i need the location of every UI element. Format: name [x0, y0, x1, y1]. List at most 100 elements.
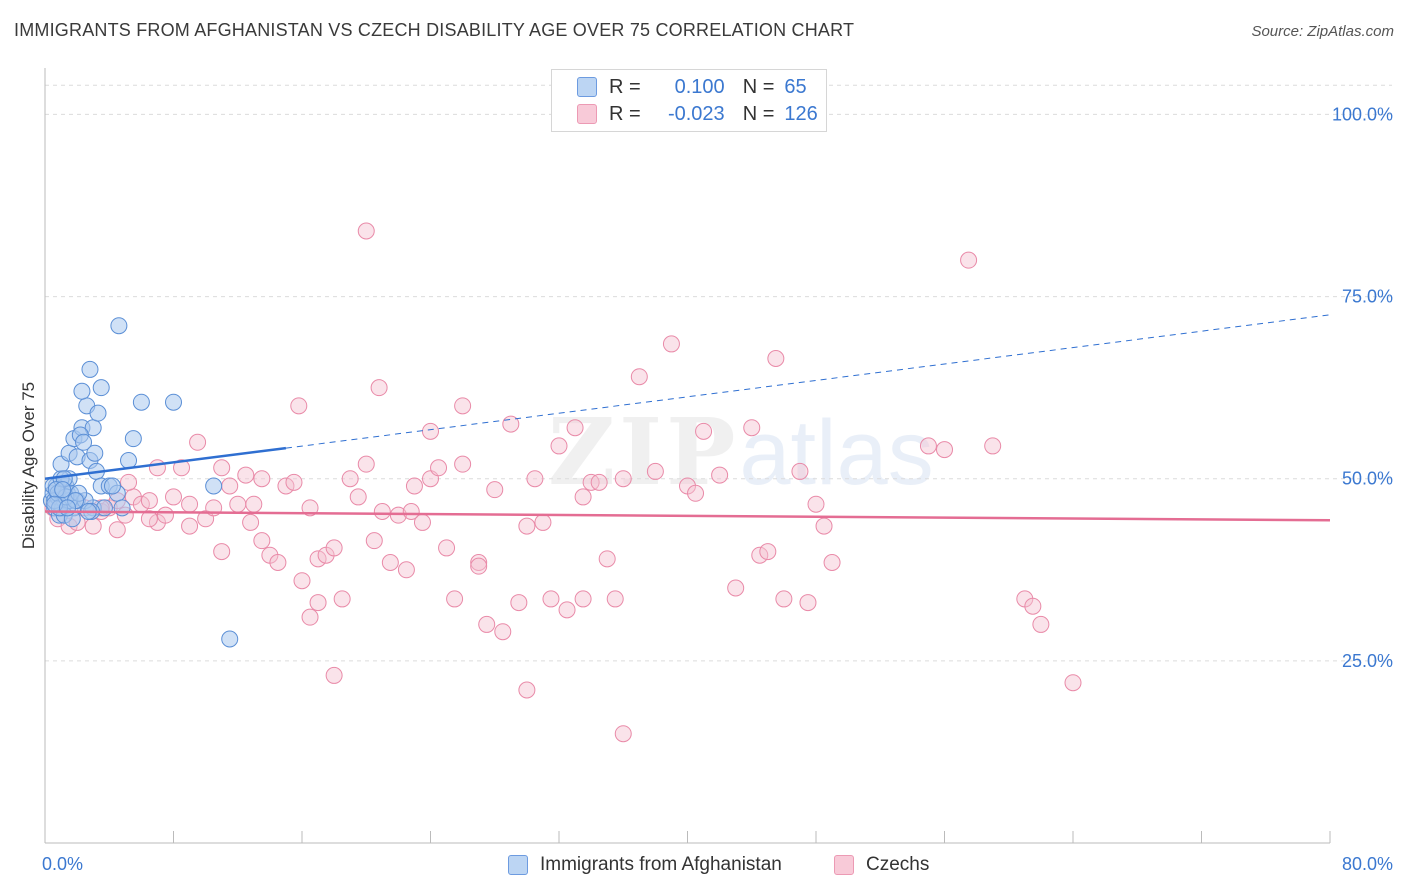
- czechs-point: [695, 422, 713, 440]
- czechs-point: [478, 615, 496, 633]
- czechs-point: [333, 590, 351, 608]
- czechs-point: [775, 590, 793, 608]
- czechs-point: [165, 488, 182, 506]
- czechs-point: [189, 433, 207, 451]
- legend-row-afghanistan: R = 0.100 N = 65: [577, 75, 807, 99]
- legend-r-value: 0.100: [674, 75, 725, 98]
- czechs-point: [213, 459, 231, 477]
- czechs-point: [242, 513, 260, 531]
- czechs-point: [402, 503, 420, 520]
- czechs-point: [293, 572, 311, 590]
- czechs-point: [269, 554, 287, 571]
- czechs-point: [743, 419, 761, 437]
- y-tick-label: 50.0%: [1342, 469, 1393, 489]
- czechs-point: [221, 477, 239, 495]
- czechs-point: [526, 470, 544, 488]
- afghanistan-trend-dashed: [285, 314, 1331, 449]
- czechs-point: [181, 517, 199, 535]
- czechs-point: [518, 681, 536, 699]
- legend-row-czechs: R = -0.023 N = 126: [577, 102, 818, 126]
- czechs-point: [614, 725, 632, 743]
- czechs-point: [341, 470, 359, 488]
- afghanistan-point: [86, 444, 104, 462]
- afghanistan-point: [132, 393, 150, 411]
- legend-n-label: N =: [742, 102, 775, 125]
- czechs-point: [727, 579, 745, 597]
- czechs-point: [253, 470, 271, 488]
- czechs-point: [84, 517, 102, 535]
- czechs-point: [550, 437, 568, 455]
- czechs-point: [438, 539, 456, 557]
- afghanistan-point: [120, 452, 138, 469]
- czechs-point: [751, 546, 769, 564]
- czechs-point: [370, 379, 388, 397]
- afghanistan-point: [92, 379, 110, 397]
- czechs-point: [277, 477, 295, 495]
- legend-r-label: R =: [609, 102, 641, 125]
- czechs-point: [357, 455, 375, 473]
- chart-title: IMMIGRANTS FROM AFGHANISTAN VS CZECH DIS…: [14, 20, 855, 40]
- czechs-point: [381, 554, 399, 571]
- czechs-point: [574, 590, 592, 608]
- czechs-point: [646, 462, 664, 480]
- legend-n-label: N =: [742, 75, 775, 98]
- afghanistan-point: [103, 477, 121, 495]
- watermark-atlas: atlas: [739, 402, 934, 504]
- bottom-legend-swatch-pink: [834, 855, 854, 875]
- czechs-point: [590, 473, 608, 491]
- y-tick-label: 100.0%: [1332, 104, 1393, 124]
- czechs-point: [156, 506, 174, 524]
- czechs-point: [791, 462, 809, 480]
- czechs-trend-line: [44, 510, 1331, 522]
- legend-n-value: 126: [784, 102, 818, 125]
- czechs-point: [759, 543, 777, 561]
- czechs-point: [301, 499, 319, 517]
- legend-swatch-blue: [577, 77, 597, 97]
- czechs-point: [1024, 597, 1042, 615]
- czechs-point: [494, 623, 512, 641]
- bottom-legend-swatch-blue: [508, 855, 528, 875]
- watermark-zip: ZIP: [548, 398, 740, 506]
- czechs-point: [984, 437, 1002, 455]
- czechs-point: [598, 550, 616, 568]
- czechs-point: [357, 222, 375, 240]
- czechs-point: [662, 335, 680, 353]
- czechs-point: [120, 473, 138, 491]
- y-axis-label: Disability Age Over 75: [19, 382, 38, 549]
- afghanistan-point: [110, 317, 128, 335]
- czechs-point: [936, 441, 953, 459]
- czechs-point: [422, 422, 439, 440]
- bottom-legend-afghanistan: Immigrants from Afghanistan: [508, 852, 782, 878]
- czechs-point: [510, 594, 528, 612]
- czechs-point: [290, 397, 308, 415]
- czechs-point: [108, 521, 126, 539]
- bottom-legend-czechs: Czechs: [834, 852, 929, 878]
- czechs-point: [711, 466, 729, 484]
- legend-swatch-pink: [577, 104, 597, 124]
- czechs-point: [960, 251, 978, 269]
- afghanistan-point: [124, 430, 142, 448]
- czechs-point: [213, 543, 231, 561]
- czechs-point: [823, 554, 841, 571]
- czechs-point: [349, 488, 367, 506]
- legend-r-value: -0.023: [667, 102, 725, 125]
- czechs-point: [325, 666, 343, 684]
- czechs-point: [181, 495, 199, 513]
- y-tick-label: 75.0%: [1342, 287, 1393, 307]
- czechs-point: [140, 510, 158, 528]
- czechs-point: [1032, 615, 1050, 633]
- afghanistan-point: [89, 404, 107, 422]
- czechs-point: [767, 350, 785, 367]
- afghanistan-point: [165, 393, 182, 411]
- czechs-point: [301, 608, 319, 626]
- afghanistan-point: [81, 360, 99, 378]
- afghanistan-point: [205, 477, 223, 495]
- legend-n-value: 65: [784, 75, 807, 98]
- afghanistan-point: [58, 499, 76, 517]
- bottom-legend-label: Czechs: [866, 854, 930, 875]
- czechs-point: [365, 532, 383, 550]
- czechs-point: [807, 495, 825, 513]
- afghanistan-point: [54, 481, 72, 499]
- afghanistan-point: [75, 433, 93, 451]
